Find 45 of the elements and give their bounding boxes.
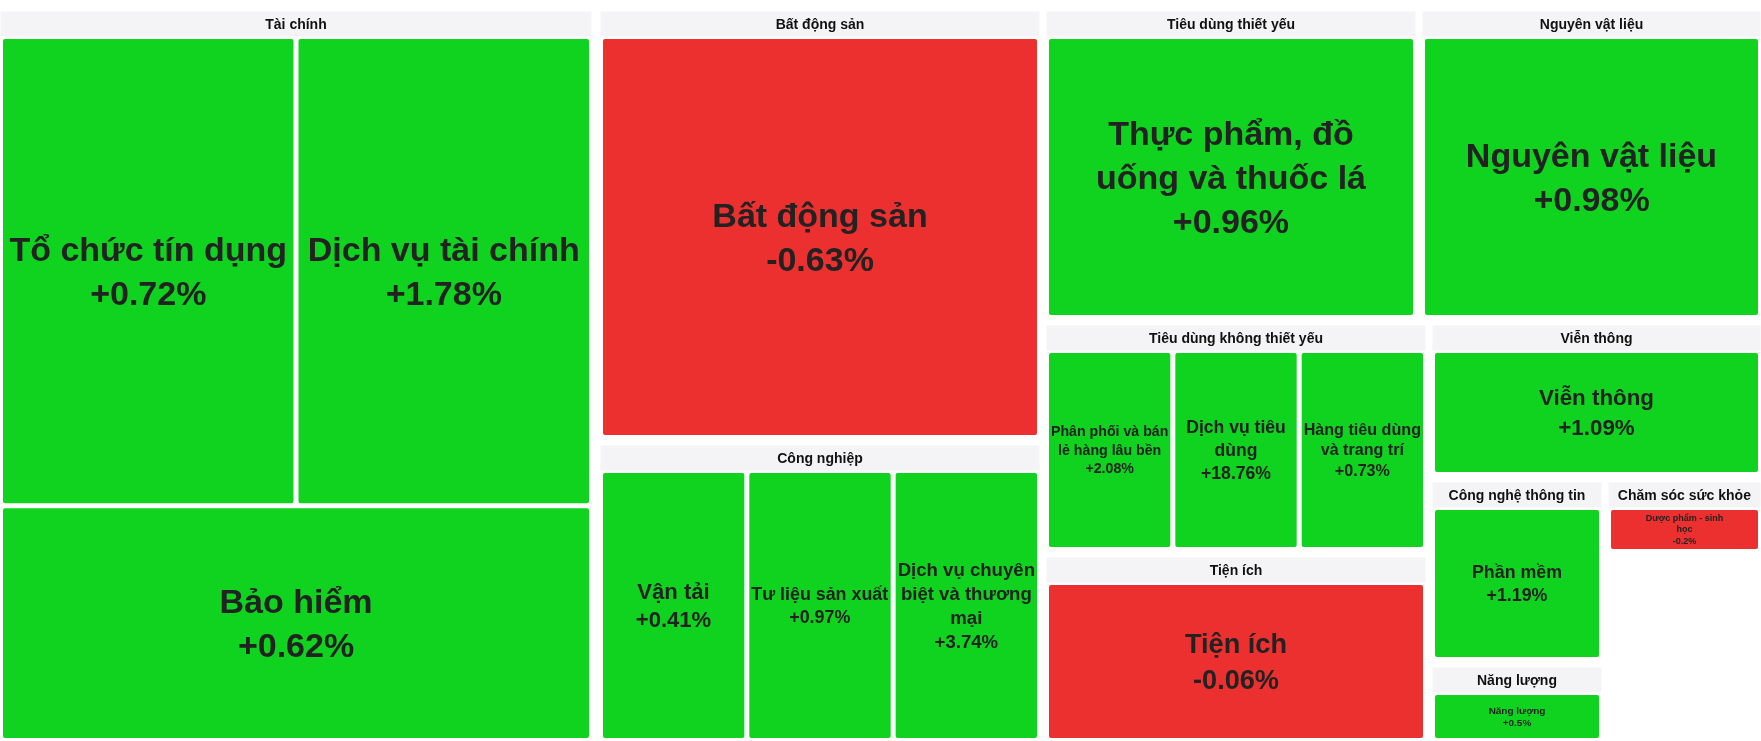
text: Tiêu dùng không thiết yếu <box>1149 330 1323 346</box>
text: Công nghiệp <box>777 450 863 466</box>
data-label: +1.78% <box>385 274 502 313</box>
data-label: +0.97% <box>789 607 851 628</box>
category-label: Hàng tiêu dùng và trang trí <box>1303 419 1422 459</box>
category-label: Bảo hiểm <box>219 582 373 621</box>
data-label: -0.06% <box>1193 663 1279 695</box>
category-label: Năng lượng <box>1488 704 1546 716</box>
data-label: +1.09% <box>1558 414 1635 440</box>
data-label: +0.73% <box>1334 461 1390 480</box>
data-label: +0.98% <box>1533 180 1650 219</box>
category-label: Thực phẩm, đồ uống và thuốc lá <box>1095 113 1367 196</box>
data-label: +0.41% <box>635 607 712 633</box>
category-label: Viễn thông <box>1538 385 1655 411</box>
data-label: -0.2% <box>1672 536 1697 547</box>
category-label: Tư liệu sản xuất <box>751 583 889 604</box>
category-label: Nguyên vật liệu <box>1465 135 1718 174</box>
data-label: +0.72% <box>90 274 207 313</box>
data-label: +0.62% <box>237 626 355 665</box>
text: Chăm sóc sức khỏe <box>1617 487 1752 503</box>
data-label: +1.19% <box>1486 585 1548 606</box>
data-label: +0.5% <box>1502 717 1532 729</box>
category-label: Tổ chức tín dụng <box>9 230 288 269</box>
category-label: Phần mềm <box>1471 561 1563 582</box>
category-label: Dịch vụ chuyên biệt và thương mại <box>897 558 1035 628</box>
text: Tiêu dùng thiết yếu <box>1166 16 1296 32</box>
text: Viễn thông <box>1560 330 1633 346</box>
text: Năng lượng <box>1477 672 1557 688</box>
category-label: Phân phối và bán lẻ hàng lâu bền <box>1051 423 1169 458</box>
category-label: Dược phẩm - sinh học <box>1645 512 1724 535</box>
text: Tiện ích <box>1209 562 1263 578</box>
category-label: Bất động sản <box>712 195 928 234</box>
data-label: -0.63% <box>766 240 874 279</box>
text: Tài chính <box>265 16 327 32</box>
data-label: +3.74% <box>934 631 999 653</box>
data-label: +0.96% <box>1172 202 1290 241</box>
category-label: Vận tải <box>637 578 710 604</box>
text: Công nghệ thông tin <box>1448 487 1586 503</box>
data-label: +18.76% <box>1201 462 1272 483</box>
text: Nguyên vật liệu <box>1539 16 1644 32</box>
category-label: Dịch vụ tiêu dùng <box>1186 417 1286 460</box>
data-label: +2.08% <box>1085 460 1135 477</box>
category-label: Tiện ích <box>1185 628 1287 660</box>
category-label: Dịch vụ tài chính <box>307 230 580 269</box>
text: Bất động sản <box>775 16 865 32</box>
